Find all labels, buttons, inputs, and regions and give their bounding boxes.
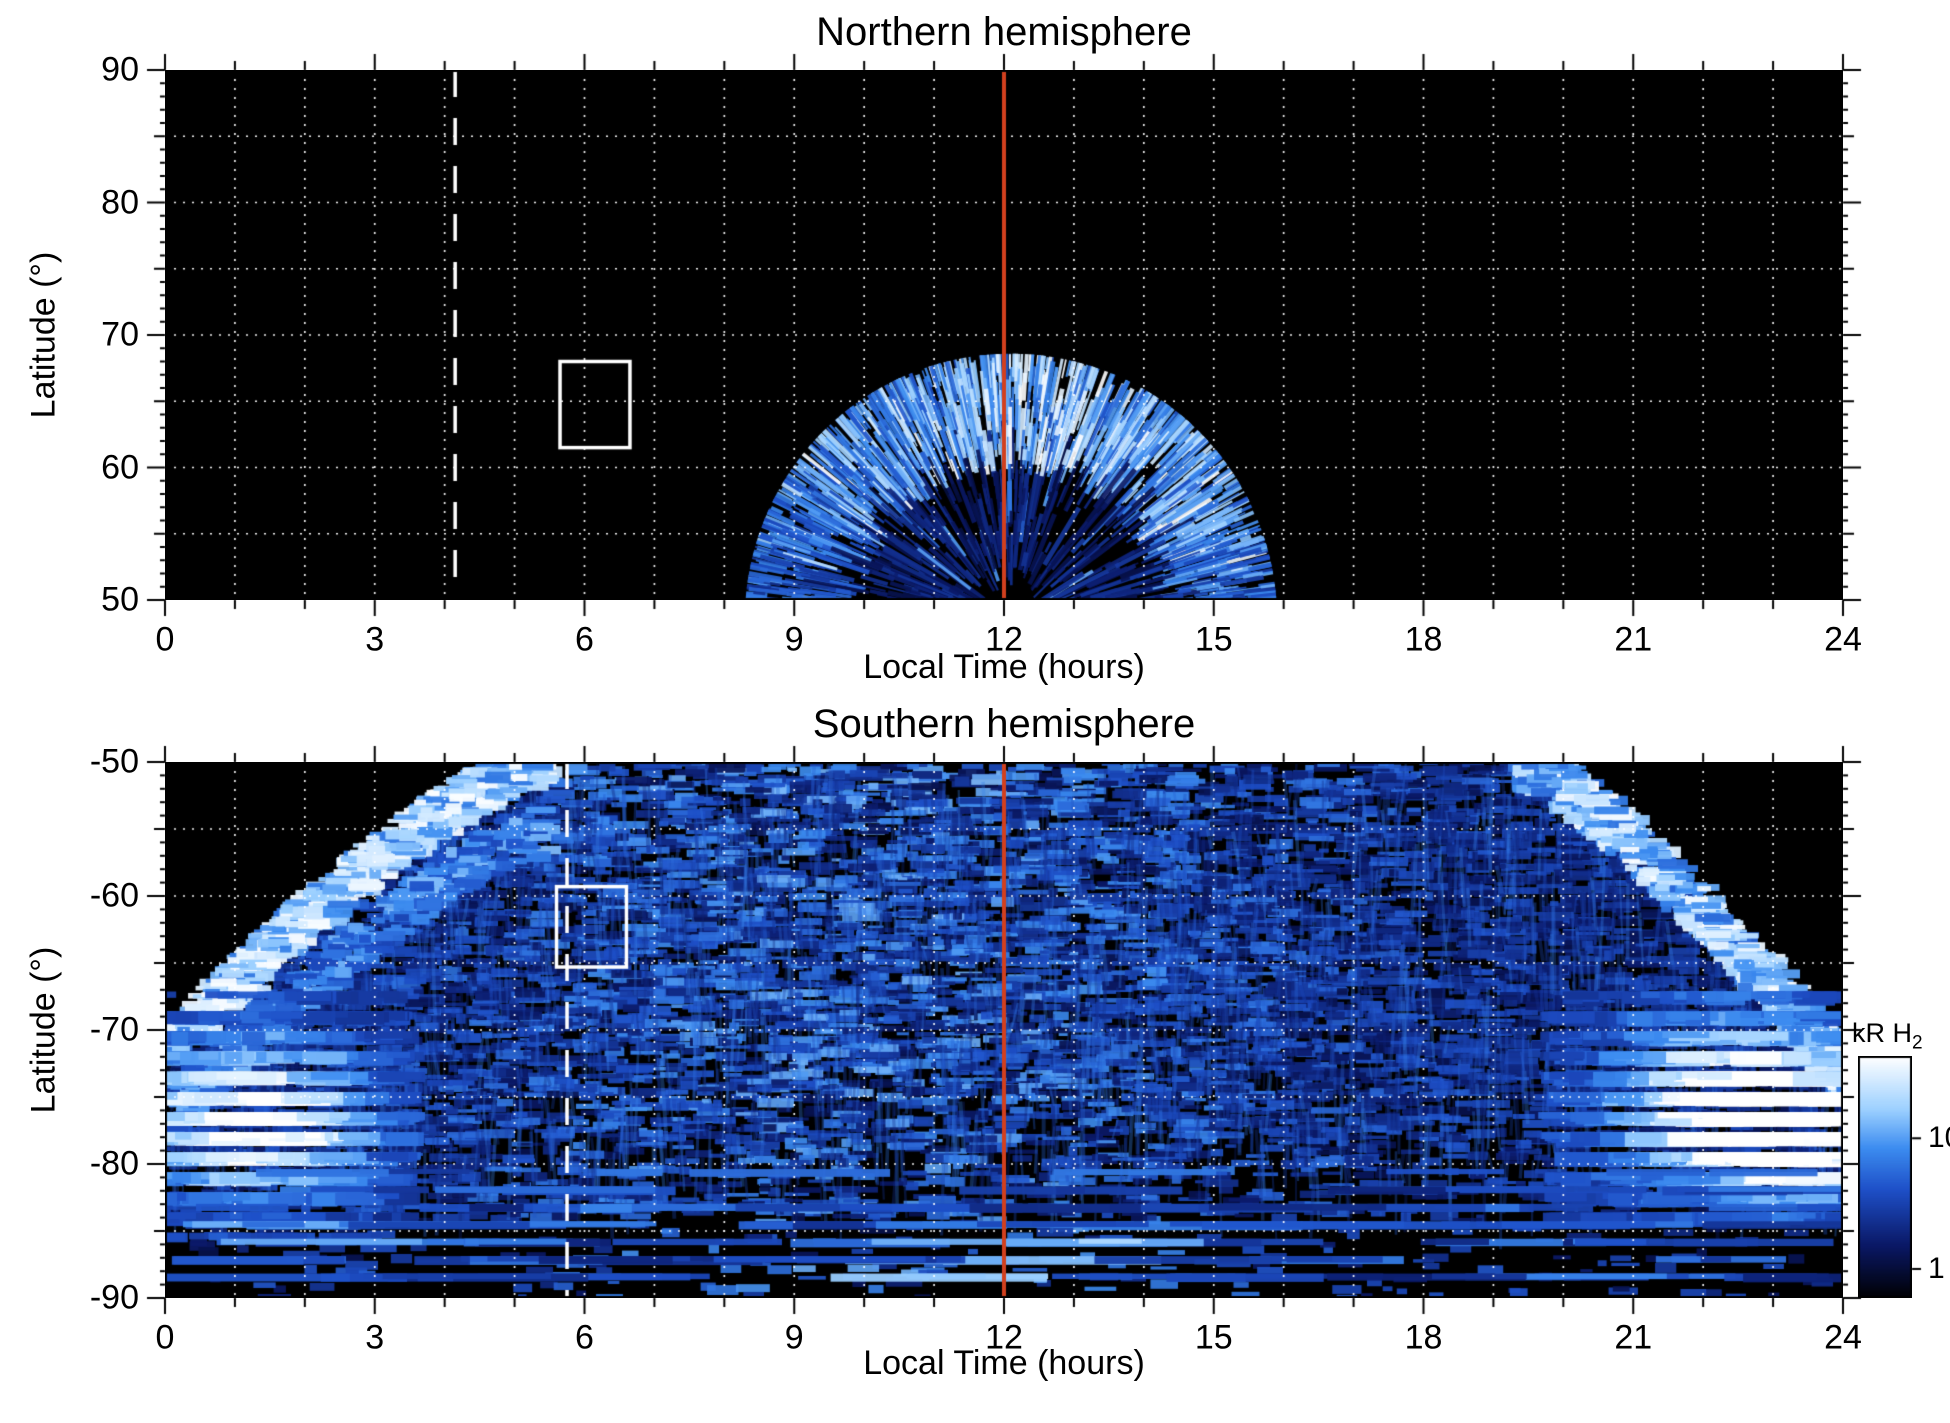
- south-x-tick-label: 3: [365, 1318, 385, 1357]
- north-x-tick-label: 15: [1194, 620, 1233, 659]
- south-x-tick-label: 18: [1404, 1318, 1443, 1357]
- south-x-tick-label: 21: [1614, 1318, 1653, 1357]
- north-x-tick-label: 0: [155, 620, 175, 659]
- south-y-tick-label: -50: [89, 742, 139, 781]
- north-x-tick-label: 21: [1614, 620, 1653, 659]
- colorbar-tick-label: 1: [1928, 1251, 1945, 1285]
- north-x-tick-label: 18: [1404, 620, 1443, 659]
- north-x-tick-label: 3: [365, 620, 385, 659]
- south-y-tick-label: -90: [89, 1278, 139, 1317]
- north-y-tick-label: 90: [101, 50, 139, 89]
- colorbar-label: kR H2: [1852, 1018, 1923, 1054]
- south-heatmap-canvas: [165, 762, 1843, 1298]
- north-x-tick-label: 12: [985, 620, 1023, 659]
- north-y-tick-label: 70: [101, 315, 139, 354]
- colorbar-label-subscript: 2: [1912, 1032, 1923, 1054]
- north-x-axis-label: Local Time (hours): [863, 648, 1145, 686]
- south-x-tick-label: 9: [784, 1318, 804, 1357]
- south-panel-title: Southern hemisphere: [812, 702, 1196, 746]
- south-x-tick-label: 6: [575, 1318, 594, 1357]
- south-y-tick-label: -60: [89, 876, 139, 915]
- north-y-tick-label: 50: [101, 580, 139, 619]
- north-y-tick-label: 60: [101, 448, 139, 486]
- north-x-tick-label: 9: [784, 620, 804, 659]
- north-heatmap-canvas: [165, 70, 1843, 600]
- colorbar-label-main: kR H: [1852, 1018, 1912, 1048]
- colorbar-canvas: [1858, 1056, 1912, 1298]
- south-y-axis-label: Latitude (°): [24, 946, 63, 1114]
- colorbar-tick-label: 10: [1928, 1121, 1950, 1155]
- south-y-tick-label: -80: [89, 1144, 139, 1183]
- south-x-tick-label: 12: [985, 1318, 1023, 1357]
- north-x-tick-label: 24: [1824, 620, 1862, 659]
- north-y-axis-label: Latitude (°): [24, 251, 63, 419]
- north-y-tick-label: 80: [101, 183, 139, 221]
- south-x-tick-label: 0: [155, 1318, 175, 1357]
- north-x-tick-label: 6: [575, 620, 594, 659]
- south-x-axis-label: Local Time (hours): [863, 1344, 1145, 1382]
- south-y-tick-label: -70: [89, 1010, 139, 1049]
- north-panel-title: Northern hemisphere: [816, 10, 1192, 54]
- south-x-tick-label: 15: [1194, 1318, 1233, 1357]
- south-x-tick-label: 24: [1824, 1318, 1862, 1357]
